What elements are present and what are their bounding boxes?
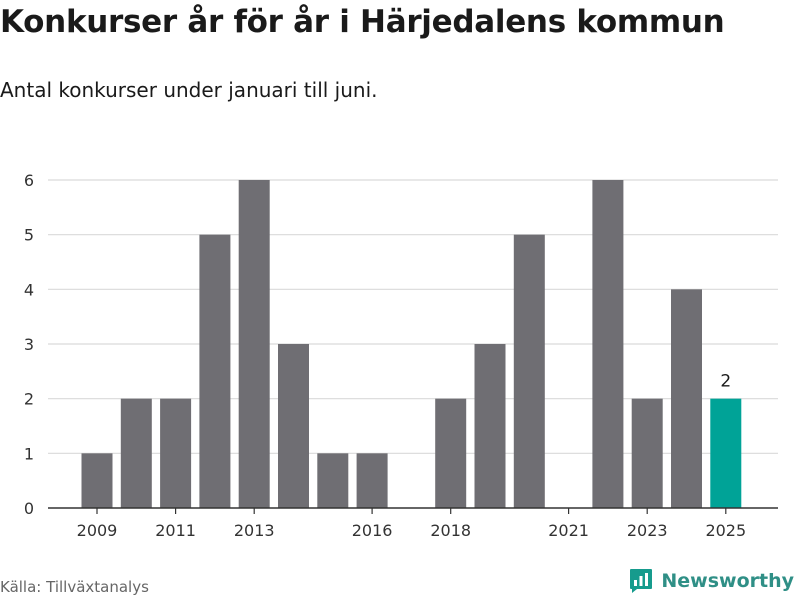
- y-tick-label: 6: [24, 171, 34, 190]
- bar-2014: [278, 344, 309, 508]
- data-labels: 2: [720, 372, 731, 392]
- bar-2023: [631, 398, 663, 508]
- x-tick-label: 2009: [77, 521, 118, 540]
- x-tick-label: 2021: [548, 521, 589, 540]
- bar-2009: [81, 453, 113, 508]
- y-axis: 0 1 2 3 4 5 6: [24, 171, 34, 518]
- y-tick-label: 5: [24, 226, 34, 245]
- x-axis: [48, 507, 778, 514]
- bar-2010: [120, 398, 152, 508]
- y-tick-label: 0: [24, 499, 34, 518]
- data-label: 2: [720, 372, 731, 392]
- source-note: Källa: Tillväxtanalys: [0, 578, 149, 596]
- x-tick-label: 2018: [430, 521, 471, 540]
- bar-2020: [513, 234, 545, 508]
- bar-2013: [238, 180, 270, 508]
- y-tick-label: 2: [24, 390, 34, 409]
- bar-2019: [474, 344, 506, 508]
- bar-chart-logo-icon: [629, 568, 653, 594]
- bar-2024: [671, 289, 702, 508]
- y-tick-label: 1: [24, 444, 34, 463]
- x-tick-label: 2011: [155, 521, 196, 540]
- bar-2018: [435, 398, 467, 508]
- bars: [81, 180, 742, 508]
- bar-2022: [592, 180, 624, 508]
- x-tick-label: 2013: [234, 521, 275, 540]
- gridlines: [48, 179, 778, 454]
- y-tick-label: 3: [24, 335, 34, 354]
- bar-2016: [356, 453, 388, 508]
- x-tick-label: 2025: [705, 521, 746, 540]
- chart-title: Konkurser år för år i Härjedalens kommun: [0, 4, 725, 40]
- x-axis-labels: 2009 2011 2013 2016 2018 2021 2023 2025: [77, 521, 747, 540]
- bar-2012: [199, 234, 231, 508]
- x-tick-label: 2023: [627, 521, 668, 540]
- chart-subtitle: Antal konkurser under januari till juni.: [0, 78, 378, 102]
- bar-2011: [160, 398, 192, 508]
- x-tick-label: 2016: [352, 521, 393, 540]
- bar-2015: [317, 453, 349, 508]
- y-tick-label: 4: [24, 280, 34, 299]
- bar-2025: [710, 398, 742, 508]
- brand-name: Newsworthy: [661, 570, 794, 592]
- brand[interactable]: Newsworthy: [629, 568, 794, 594]
